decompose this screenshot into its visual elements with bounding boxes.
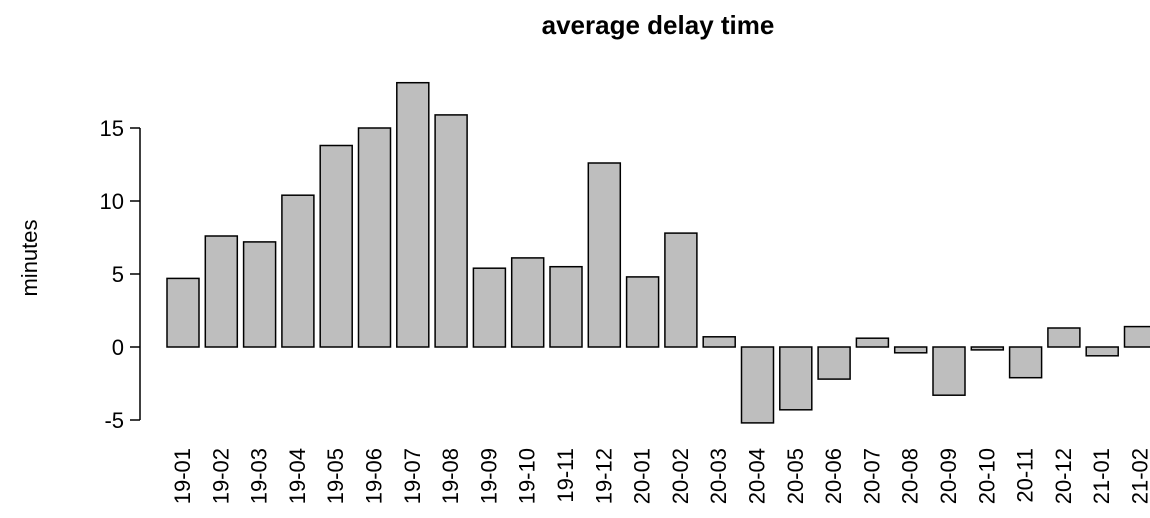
bar-19-07 [396,81,430,348]
x-tick-label-19-10: 19-10 [515,448,540,504]
x-tick-label-20-01: 20-01 [630,448,655,504]
bar-20-10 [970,346,1005,351]
x-tick-label-20-02: 20-02 [668,448,693,504]
x-tick-label-20-08: 20-08 [898,448,923,504]
bar-20-01 [625,276,660,348]
bar-19-08 [434,114,468,348]
x-tick-label-20-10: 20-10 [974,448,999,504]
x-tick-label-20-12: 20-12 [1051,448,1076,504]
x-tick-label-20-05: 20-05 [783,448,808,504]
x-tick-label-19-01: 19-01 [170,448,195,504]
bar-20-09 [932,346,966,396]
bar-21-02 [1123,325,1150,348]
bars-group [166,81,1150,424]
x-tick-label-20-03: 20-03 [706,448,731,504]
bar-19-12 [587,162,622,348]
x-tick-label-21-02: 21-02 [1128,448,1150,504]
bar-20-12 [1047,327,1081,348]
x-tick-label-19-08: 19-08 [438,448,463,504]
bar-20-02 [664,232,698,348]
x-tick-label-20-06: 20-06 [821,448,846,504]
bar-20-11 [1008,346,1043,379]
bar-21-01 [1085,346,1119,357]
x-tick-label-20-09: 20-09 [936,448,961,504]
x-tick-label-19-09: 19-09 [476,448,501,504]
x-tick-label-19-03: 19-03 [247,448,272,504]
y-tick-label: -5 [104,408,124,433]
x-tick-label-19-07: 19-07 [400,448,425,504]
bar-19-02 [204,235,239,348]
x-tick-label-19-02: 19-02 [208,448,233,504]
y-tick-label: 10 [100,189,124,214]
x-tick-label-19-05: 19-05 [323,448,348,504]
bar-19-01 [166,277,200,348]
x-tick-label-19-04: 19-04 [285,448,310,504]
bar-19-05 [319,144,353,348]
bar-19-04 [281,194,315,348]
bar-20-03 [702,336,736,348]
bar-19-11 [549,265,583,348]
bar-19-03 [242,241,277,348]
bar-20-04 [740,346,775,424]
x-tick-label-19-06: 19-06 [362,448,387,504]
bar-19-09 [472,267,507,348]
bar-20-07 [855,337,890,348]
bar-19-06 [357,127,392,348]
chart-title: average delay time [542,10,775,40]
x-tick-label-19-12: 19-12 [591,448,616,504]
y-tick-label: 0 [112,335,124,360]
x-tick-labels: 19-01 19-02 19-03 19-04 19-05 19-06 19-07 19-08… [170,448,1150,504]
x-tick-label-20-11: 20-11 [1013,448,1038,503]
x-tick-label-19-11: 19-11 [553,448,578,503]
y-axis: -5 0 5 10 15 [100,116,141,433]
bar-20-05 [779,346,813,411]
bar-20-06 [817,346,851,380]
bar-20-08 [893,346,928,354]
bar-19-10 [510,257,545,348]
x-tick-label-20-07: 20-07 [859,448,884,504]
y-tick-label: 15 [100,116,124,141]
x-tick-label-20-04: 20-04 [745,448,770,504]
y-tick-label: 5 [112,262,124,287]
x-tick-label-21-01: 21-01 [1089,448,1114,504]
y-axis-label: minutes [17,219,42,296]
